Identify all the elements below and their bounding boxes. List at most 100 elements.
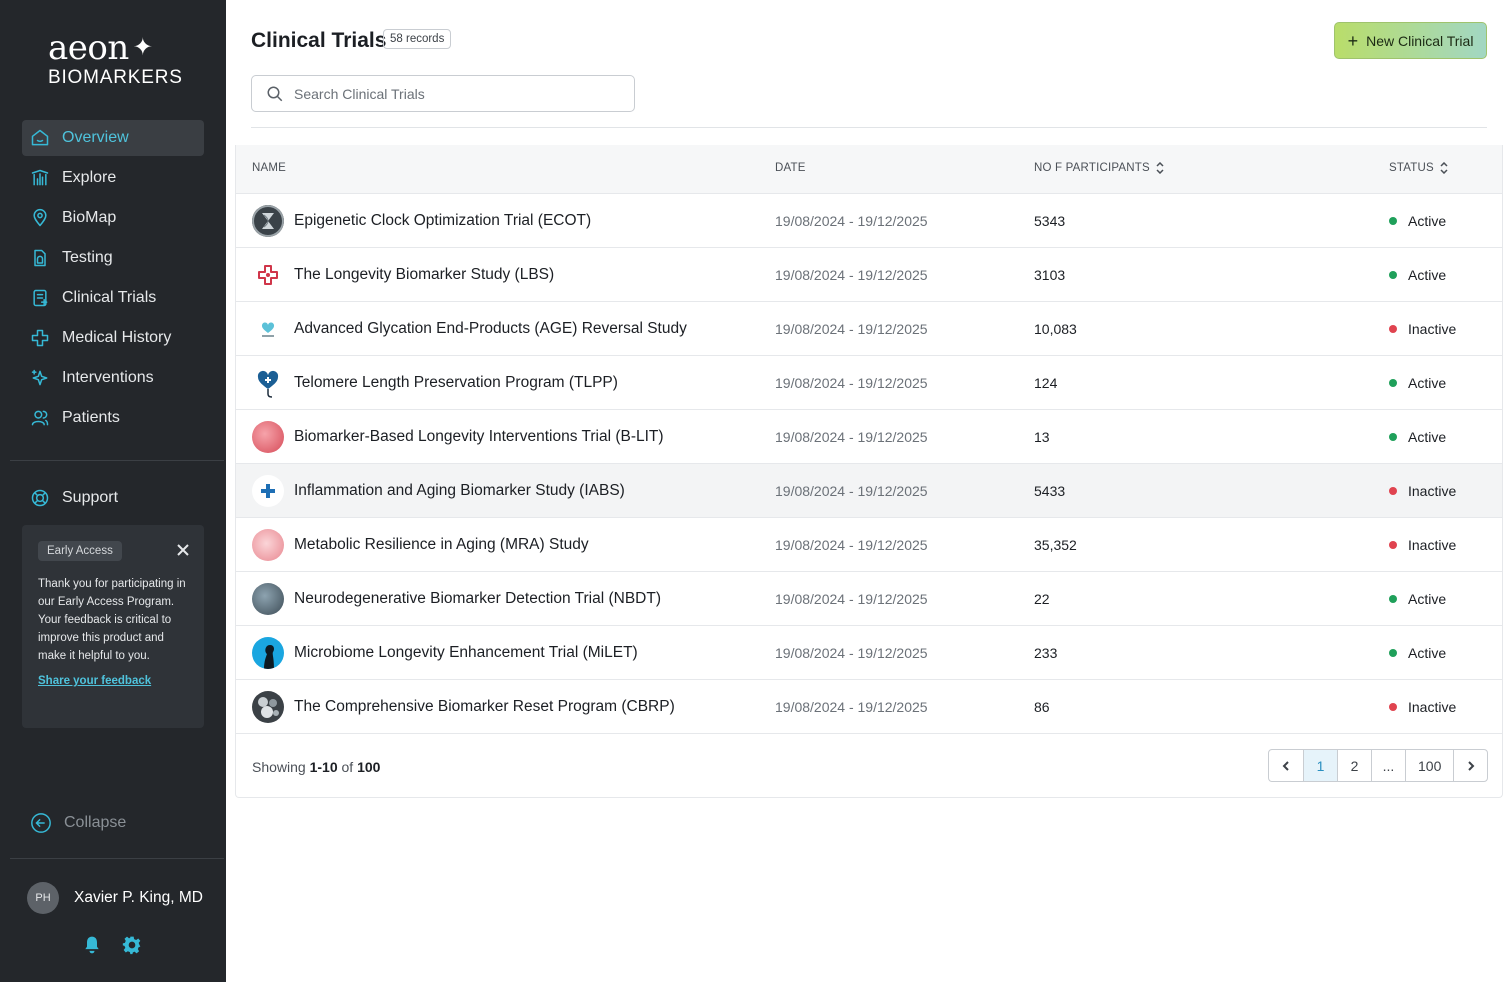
sidebar-item-medical-history[interactable]: Medical History bbox=[22, 320, 204, 356]
table-row[interactable]: Epigenetic Clock Optimization Trial (ECO… bbox=[236, 193, 1502, 247]
search-box[interactable] bbox=[251, 75, 635, 112]
table-row[interactable]: The Longevity Biomarker Study (LBS) 19/0… bbox=[236, 247, 1502, 301]
trial-name[interactable]: Telomere Length Preservation Program (TL… bbox=[294, 374, 618, 391]
user-profile[interactable]: PH Xavier P. King, MD bbox=[27, 882, 203, 914]
trial-name[interactable]: The Comprehensive Biomarker Reset Progra… bbox=[294, 698, 675, 715]
trial-name[interactable]: Epigenetic Clock Optimization Trial (ECO… bbox=[294, 212, 592, 229]
status-badge: Active bbox=[1389, 645, 1446, 661]
bell-icon[interactable] bbox=[82, 935, 102, 955]
status-dot bbox=[1389, 487, 1397, 495]
sidebar-item-explore[interactable]: Explore bbox=[22, 160, 204, 196]
sidebar-item-label: BioMap bbox=[62, 209, 117, 226]
page-ellipsis: ... bbox=[1371, 750, 1405, 781]
trial-name-cell: The Longevity Biomarker Study (LBS) bbox=[252, 259, 554, 291]
star-icon: ✦ bbox=[132, 33, 153, 61]
sidebar-item-overview[interactable]: Overview bbox=[22, 120, 204, 156]
collapse-button[interactable]: Collapse bbox=[30, 812, 126, 834]
hourglass-dna-icon bbox=[252, 205, 284, 237]
column-header-participants[interactable]: NO F PARTICIPANTS bbox=[1034, 162, 1165, 174]
sidebar-item-patients[interactable]: Patients bbox=[22, 400, 204, 436]
status-label: Inactive bbox=[1408, 537, 1457, 553]
table-row[interactable]: Microbiome Longevity Enhancement Trial (… bbox=[236, 625, 1502, 679]
sidebar-item-label: Testing bbox=[62, 249, 113, 266]
sidebar-item-support[interactable]: Support bbox=[30, 480, 118, 516]
page-button[interactable]: 100 bbox=[1405, 750, 1453, 781]
share-feedback-link[interactable]: Share your feedback bbox=[38, 675, 152, 687]
table-row[interactable]: Biomarker-Based Longevity Interventions … bbox=[236, 409, 1502, 463]
trial-name[interactable]: Advanced Glycation End-Products (AGE) Re… bbox=[294, 320, 687, 337]
next-page-button[interactable] bbox=[1453, 750, 1487, 781]
table-row[interactable]: The Comprehensive Biomarker Reset Progra… bbox=[236, 679, 1502, 733]
table-row[interactable]: Metabolic Resilience in Aging (MRA) Stud… bbox=[236, 517, 1502, 571]
trial-name[interactable]: Inflammation and Aging Biomarker Study (… bbox=[294, 482, 625, 499]
trial-name-cell: Neurodegenerative Biomarker Detection Tr… bbox=[252, 583, 661, 615]
status-dot bbox=[1389, 595, 1397, 603]
close-icon[interactable] bbox=[176, 543, 190, 557]
status-label: Inactive bbox=[1408, 321, 1457, 337]
header-divider bbox=[251, 127, 1487, 128]
sparkle-icon bbox=[30, 368, 50, 388]
sidebar-item-interventions[interactable]: Interventions bbox=[22, 360, 204, 396]
trial-name[interactable]: Microbiome Longevity Enhancement Trial (… bbox=[294, 644, 638, 661]
status-badge: Active bbox=[1389, 213, 1446, 229]
column-header-name: NAME bbox=[252, 162, 287, 174]
sidebar-item-label: Medical History bbox=[62, 329, 172, 346]
trial-date: 19/08/2024 - 19/12/2025 bbox=[775, 213, 928, 229]
trial-name-cell: Metabolic Resilience in Aging (MRA) Stud… bbox=[252, 529, 589, 561]
table-row[interactable]: Inflammation and Aging Biomarker Study (… bbox=[236, 463, 1502, 517]
table-row[interactable]: Advanced Glycation End-Products (AGE) Re… bbox=[236, 301, 1502, 355]
trial-name[interactable]: Metabolic Resilience in Aging (MRA) Stud… bbox=[294, 536, 589, 553]
trial-name[interactable]: Neurodegenerative Biomarker Detection Tr… bbox=[294, 590, 661, 607]
sort-icon bbox=[1156, 162, 1164, 174]
clipboard-icon bbox=[30, 288, 50, 308]
chevron-left-icon bbox=[1282, 760, 1289, 771]
explore-icon bbox=[30, 168, 50, 188]
trial-date: 19/08/2024 - 19/12/2025 bbox=[775, 483, 928, 499]
gear-icon[interactable] bbox=[122, 935, 142, 955]
status-badge: Active bbox=[1389, 429, 1446, 445]
sidebar-item-label: Explore bbox=[62, 169, 117, 186]
table-row[interactable]: Telomere Length Preservation Program (TL… bbox=[236, 355, 1502, 409]
table-row[interactable]: Neurodegenerative Biomarker Detection Tr… bbox=[236, 571, 1502, 625]
chevron-right-icon bbox=[1468, 760, 1475, 771]
pagination: 1 2 ... 100 bbox=[1268, 749, 1489, 782]
testing-icon bbox=[30, 248, 50, 268]
plus-icon: + bbox=[1347, 30, 1359, 51]
brand-logo[interactable]: aeon ✦ BIOMARKERS bbox=[48, 30, 198, 89]
showing-range: 1-10 bbox=[309, 759, 338, 775]
sidebar-item-clinical-trials[interactable]: Clinical Trials bbox=[22, 280, 204, 316]
heart-stethoscope-icon bbox=[252, 367, 284, 399]
page-button[interactable]: 1 bbox=[1303, 750, 1337, 781]
sidebar-item-testing[interactable]: Testing bbox=[22, 240, 204, 276]
early-access-card: Early Access Thank you for participating… bbox=[22, 525, 204, 728]
column-header-status[interactable]: STATUS bbox=[1389, 162, 1449, 174]
sidebar-item-label: Clinical Trials bbox=[62, 289, 157, 306]
prev-page-button[interactable] bbox=[1269, 750, 1303, 781]
trial-participants: 13 bbox=[1034, 429, 1050, 445]
trial-participants: 5433 bbox=[1034, 483, 1066, 499]
search-input[interactable] bbox=[294, 85, 614, 102]
collapse-label: Collapse bbox=[64, 814, 127, 831]
trial-name[interactable]: Biomarker-Based Longevity Interventions … bbox=[294, 428, 664, 445]
trial-date: 19/08/2024 - 19/12/2025 bbox=[775, 645, 928, 661]
trial-name[interactable]: The Longevity Biomarker Study (LBS) bbox=[294, 266, 555, 283]
heart-logo-icon bbox=[252, 313, 284, 345]
trial-name-cell: Inflammation and Aging Biomarker Study (… bbox=[252, 475, 625, 507]
status-label: Active bbox=[1408, 267, 1447, 283]
medical-cross-icon bbox=[30, 328, 50, 348]
blue-cross-icon bbox=[252, 475, 284, 507]
support-label: Support bbox=[62, 489, 119, 506]
home-icon bbox=[30, 128, 50, 148]
page-button[interactable]: 2 bbox=[1337, 750, 1371, 781]
status-label: Inactive bbox=[1408, 483, 1457, 499]
sidebar-item-biomap[interactable]: BioMap bbox=[22, 200, 204, 236]
arrow-left-circle-icon bbox=[31, 813, 51, 833]
status-badge: Inactive bbox=[1389, 321, 1456, 337]
status-label: Inactive bbox=[1408, 699, 1457, 715]
trial-date: 19/08/2024 - 19/12/2025 bbox=[775, 267, 928, 283]
status-badge: Inactive bbox=[1389, 699, 1456, 715]
status-badge: Inactive bbox=[1389, 537, 1456, 553]
new-clinical-trial-button[interactable]: + New Clinical Trial bbox=[1334, 22, 1487, 59]
table-header: NAME DATE NO F PARTICIPANTS STATUS bbox=[236, 145, 1502, 193]
search-icon bbox=[267, 86, 283, 101]
